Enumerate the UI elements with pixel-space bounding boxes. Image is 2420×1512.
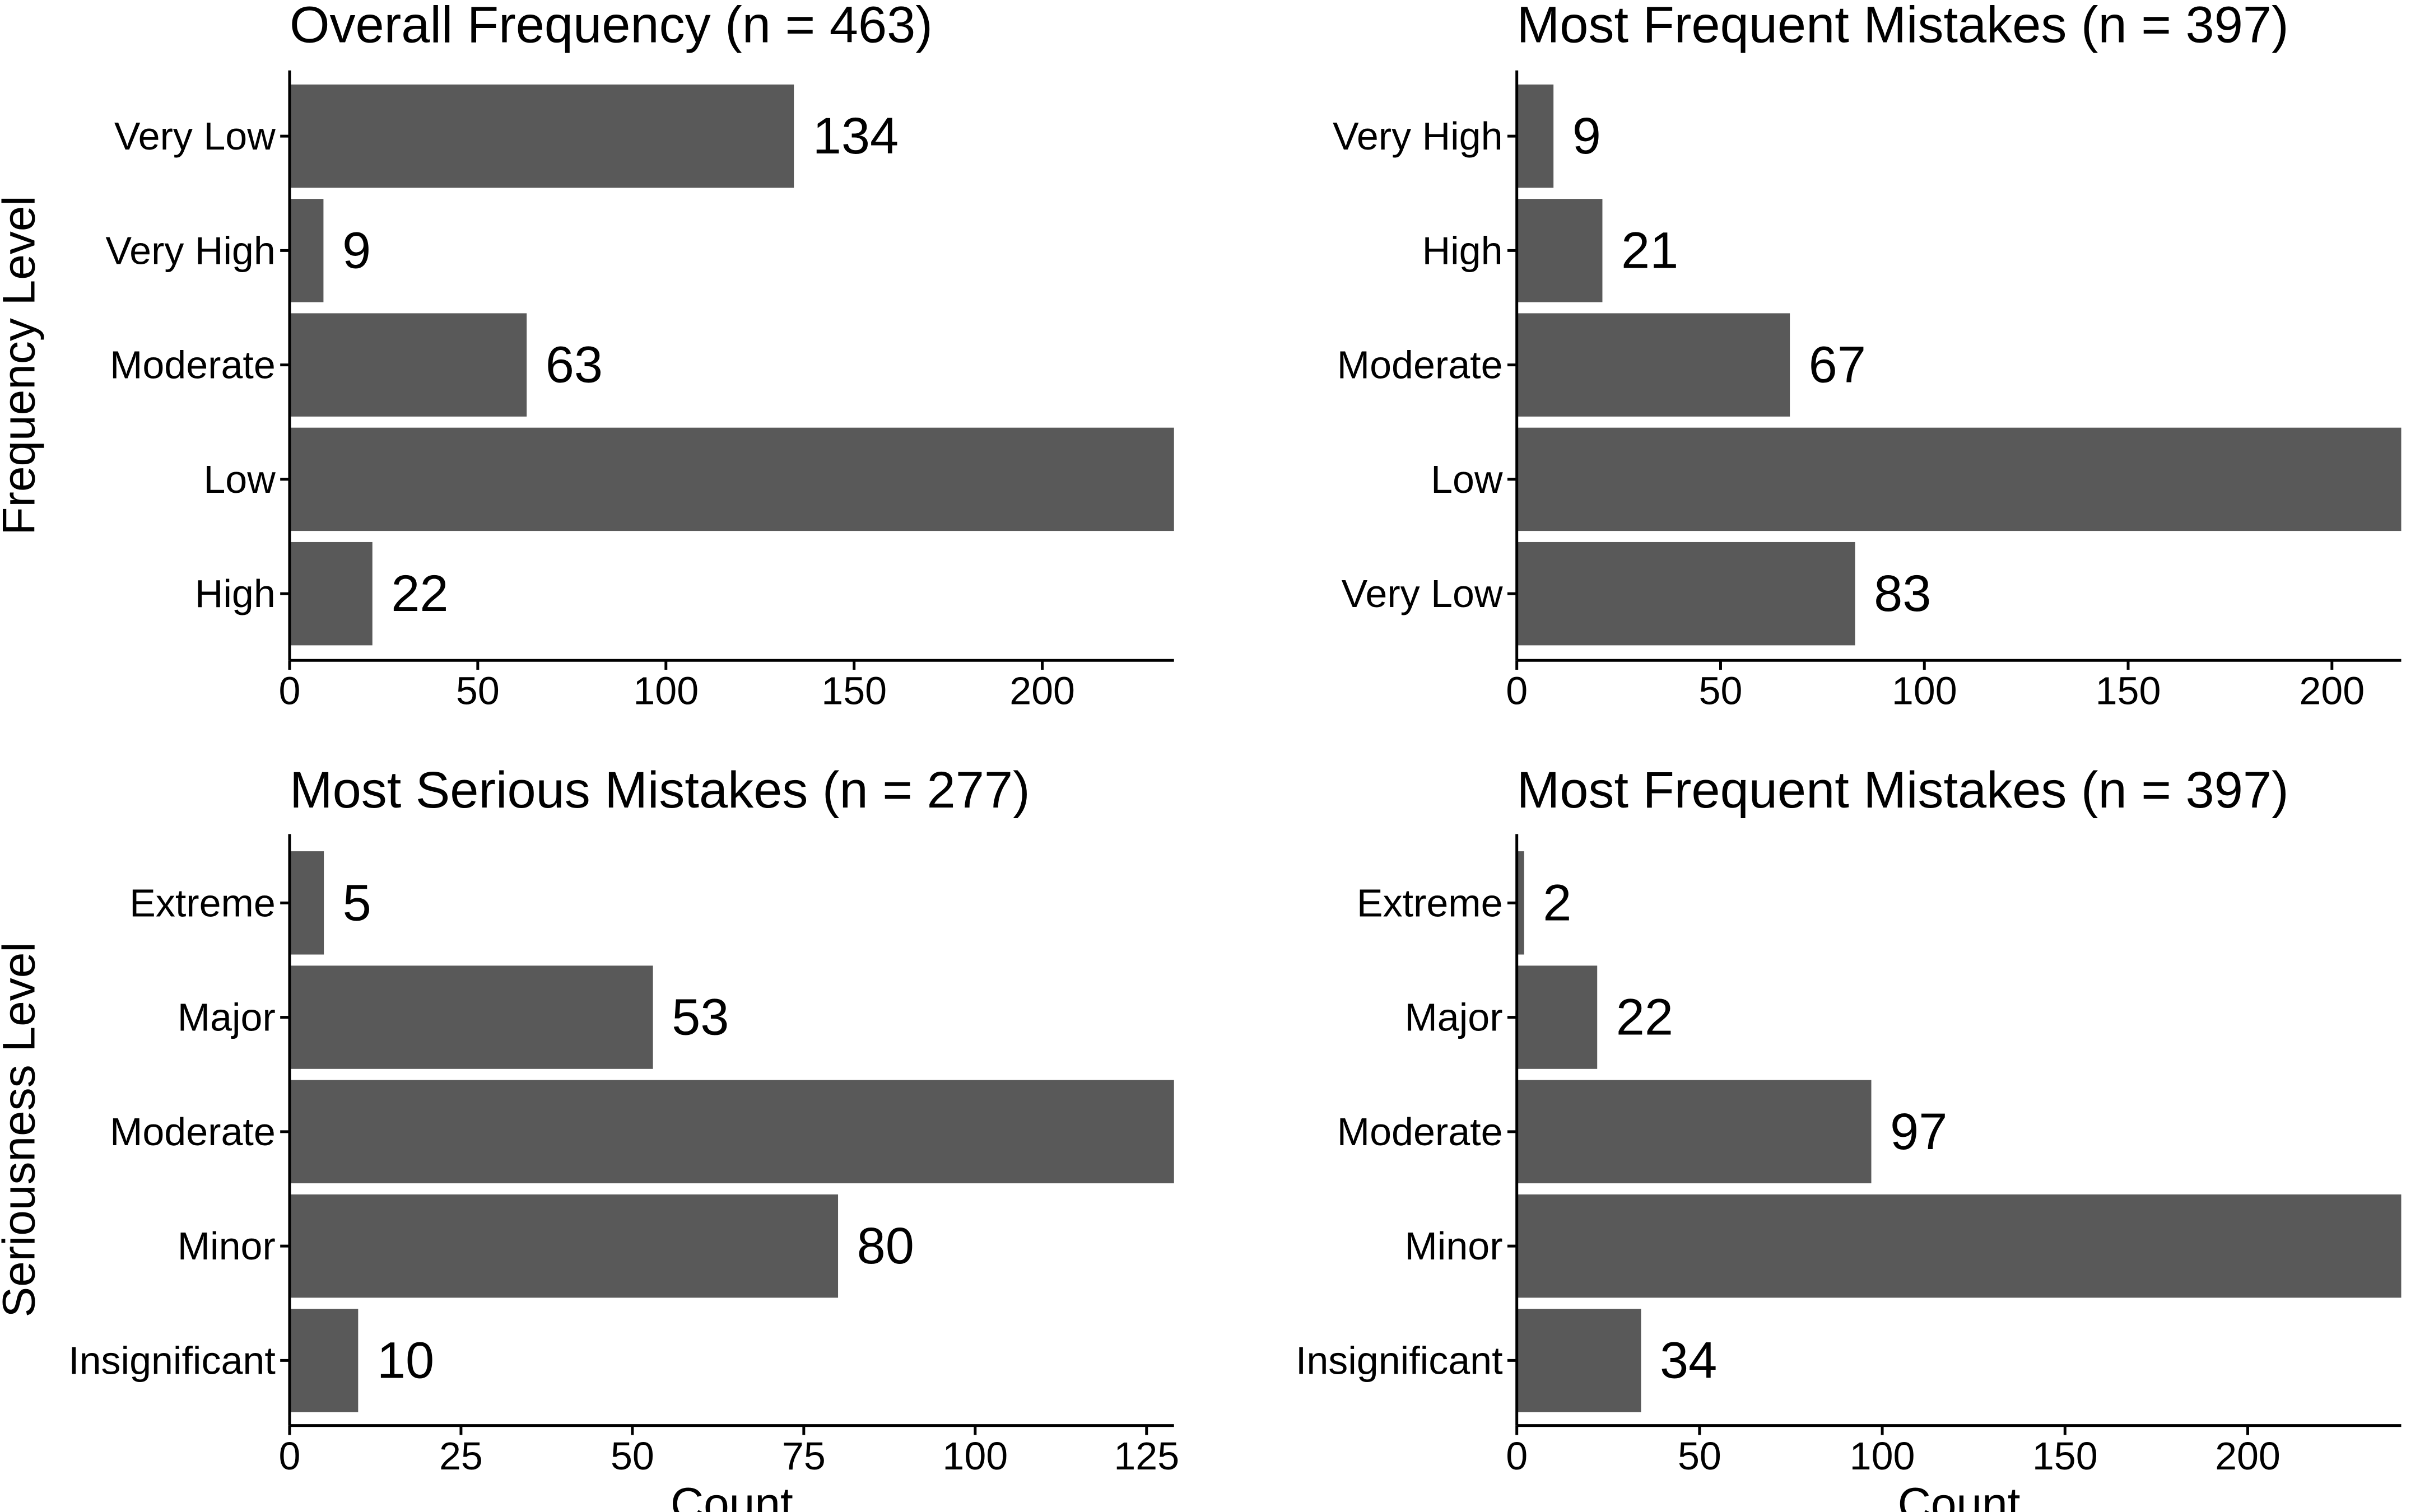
y-tick-label: Low xyxy=(1431,458,1503,501)
axes: Very Low Very High Moderate Low High 0 50 100 15… xyxy=(105,70,1174,712)
data-label-very-high: 9 xyxy=(1572,108,1601,165)
x-tick-label: 200 xyxy=(2299,669,2365,712)
bar-very-low xyxy=(289,84,794,188)
axes: Very High High Moderate Low Very Low 0 50 100 15… xyxy=(1333,70,2402,712)
bar-extreme xyxy=(289,851,324,955)
bar-very-high xyxy=(1516,84,1554,188)
y-tick-label: Insignificant xyxy=(1296,1338,1503,1382)
x-tick-label: 75 xyxy=(782,1434,826,1478)
data-label-minor: 80 xyxy=(857,1217,914,1275)
y-tick-label: Extreme xyxy=(1357,881,1503,925)
x-tick-label: 200 xyxy=(2215,1434,2281,1478)
panel-most-serious-mistakes: Most Serious Mistakes (n = 277) Seriousn… xyxy=(0,762,1179,1512)
y-tick-label: High xyxy=(1422,228,1503,272)
data-label-very-low: 83 xyxy=(1874,565,1931,622)
panel-title: Most Frequent Mistakes (n = 397) xyxy=(1517,0,2289,53)
x-tick-label: 50 xyxy=(1699,669,1743,712)
y-tick-label: Moderate xyxy=(1337,343,1503,387)
bar-extreme xyxy=(1516,851,1524,955)
x-tick-label: 25 xyxy=(439,1434,483,1478)
x-tick-label: 0 xyxy=(1506,669,1528,712)
bar-high xyxy=(1516,199,1603,302)
y-tick-label: Very High xyxy=(1333,114,1502,158)
bar-moderate xyxy=(1516,313,1790,417)
bar-minor xyxy=(1516,1194,2402,1298)
x-tick-label: 125 xyxy=(1114,1434,1179,1478)
axes: Extreme Major Moderate Minor Insignificant 0 5… xyxy=(1296,834,2402,1478)
bar-low xyxy=(1516,427,2402,531)
x-tick-label: 50 xyxy=(611,1434,654,1478)
data-label-moderate: 67 xyxy=(1809,337,1866,394)
bar-very-high xyxy=(289,199,324,302)
x-tick-label: 150 xyxy=(2096,669,2161,712)
x-tick-label: 0 xyxy=(278,1434,300,1478)
x-tick-label: 0 xyxy=(1506,1434,1528,1478)
x-tick-label: 50 xyxy=(456,669,500,712)
y-tick-label: Minor xyxy=(178,1224,276,1268)
data-label-major: 22 xyxy=(1616,989,1673,1046)
y-tick-label: Major xyxy=(1404,996,1502,1039)
bar-low xyxy=(289,427,1174,531)
x-axis-title: Count xyxy=(671,1478,793,1512)
data-label-insignificant: 34 xyxy=(1660,1332,1717,1389)
bar-major xyxy=(289,965,653,1069)
x-tick-label: 200 xyxy=(1009,669,1075,712)
x-axis-title: Count xyxy=(1898,1478,2021,1512)
data-label-insignificant: 10 xyxy=(377,1332,434,1389)
x-tick-label: 100 xyxy=(942,1434,1008,1478)
data-label-high: 22 xyxy=(391,565,448,622)
y-axis-title: Frequency Level xyxy=(0,195,44,535)
bar-moderate xyxy=(289,313,527,417)
y-tick-label: Extreme xyxy=(129,881,276,925)
bar-moderate xyxy=(1516,1080,1872,1184)
bar-major xyxy=(1516,965,1598,1069)
x-tick-label: 50 xyxy=(1678,1434,1721,1478)
bar-minor xyxy=(289,1194,839,1298)
bars: 134 9 63 22 xyxy=(289,84,1174,646)
x-tick-label: 150 xyxy=(821,669,887,712)
panel-title: Most Serious Mistakes (n = 277) xyxy=(290,762,1030,819)
bar-very-low xyxy=(1516,542,1855,646)
data-label-high: 21 xyxy=(1621,222,1678,279)
bar-insignificant xyxy=(1516,1309,1641,1412)
panel-most-frequent-mistakes-seriousness: Most Frequent Mistakes (n = 397) Count 2… xyxy=(1296,762,2402,1512)
panel-overall-frequency: Overall Frequency (n = 463) Frequency Le… xyxy=(0,0,1174,712)
y-tick-label: High xyxy=(195,572,276,615)
y-tick-label: Moderate xyxy=(1337,1110,1503,1154)
y-tick-label: Major xyxy=(178,996,276,1039)
y-tick-label: Very Low xyxy=(1342,572,1503,615)
x-tick-label: 0 xyxy=(278,669,300,712)
axes: Extreme Major Moderate Minor Insignificant 0 2… xyxy=(68,834,1179,1478)
panel-title: Most Frequent Mistakes (n = 397) xyxy=(1517,762,2289,819)
data-label-major: 53 xyxy=(672,989,729,1046)
bars: 9 21 67 83 xyxy=(1516,84,2402,646)
x-tick-label: 100 xyxy=(1892,669,1957,712)
y-tick-label: Low xyxy=(203,458,276,501)
x-tick-label: 100 xyxy=(1850,1434,1915,1478)
bar-moderate xyxy=(289,1080,1174,1184)
panel-title: Overall Frequency (n = 463) xyxy=(290,0,933,53)
y-tick-label: Minor xyxy=(1404,1224,1502,1268)
data-label-very-low: 134 xyxy=(813,108,899,165)
bar-high xyxy=(289,542,373,646)
bar-insignificant xyxy=(289,1309,359,1412)
bars: 5 53 80 10 xyxy=(289,851,1174,1412)
y-tick-label: Very Low xyxy=(114,114,276,158)
y-axis-title: Seriousness Level xyxy=(0,942,44,1317)
y-tick-label: Insignificant xyxy=(68,1338,276,1382)
data-label-moderate: 63 xyxy=(546,337,603,394)
x-tick-label: 100 xyxy=(633,669,699,712)
y-tick-label: Moderate xyxy=(110,1110,276,1154)
y-tick-label: Very High xyxy=(105,228,275,272)
x-tick-label: 150 xyxy=(2032,1434,2098,1478)
data-label-extreme: 5 xyxy=(343,874,371,931)
panel-most-frequent-mistakes-frequency: Most Frequent Mistakes (n = 397) 9 21 67 83… xyxy=(1333,0,2402,712)
data-label-very-high: 9 xyxy=(342,222,371,279)
y-tick-label: Moderate xyxy=(110,343,276,387)
data-label-moderate: 97 xyxy=(1890,1103,1947,1160)
data-label-extreme: 2 xyxy=(1543,874,1571,931)
